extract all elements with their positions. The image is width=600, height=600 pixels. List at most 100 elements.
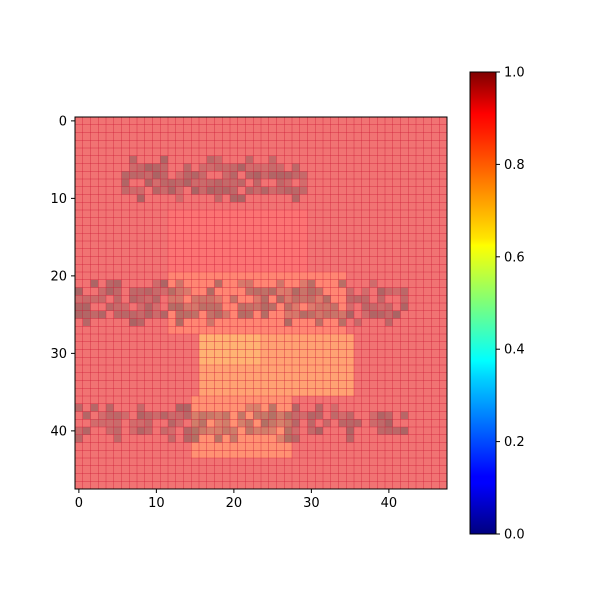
heatmap-cell bbox=[137, 186, 146, 195]
heatmap-cell bbox=[431, 264, 440, 273]
heatmap-cell bbox=[369, 318, 378, 327]
heatmap-cell bbox=[175, 295, 184, 304]
heatmap-cell bbox=[199, 132, 208, 141]
heatmap-cell bbox=[400, 256, 409, 265]
heatmap-cell bbox=[175, 318, 184, 327]
heatmap-cell bbox=[346, 403, 355, 412]
heatmap-cell bbox=[175, 202, 184, 211]
heatmap-cell bbox=[276, 303, 285, 312]
heatmap-cell bbox=[82, 349, 91, 358]
heatmap-cell bbox=[206, 272, 215, 281]
heatmap-cell bbox=[214, 264, 223, 273]
heatmap-cell bbox=[261, 396, 270, 405]
heatmap-cell bbox=[338, 248, 347, 257]
heatmap-cell bbox=[121, 403, 130, 412]
heatmap-cell bbox=[137, 396, 146, 405]
heatmap-cell bbox=[245, 155, 254, 164]
heatmap-cell bbox=[137, 256, 146, 265]
heatmap-cell bbox=[121, 442, 130, 451]
heatmap-cell bbox=[392, 272, 401, 281]
heatmap-cell bbox=[369, 357, 378, 366]
heatmap-cell bbox=[175, 186, 184, 195]
heatmap-cell bbox=[423, 458, 432, 467]
heatmap-cell bbox=[160, 442, 169, 451]
heatmap-cell bbox=[230, 295, 239, 304]
heatmap-cell bbox=[168, 419, 177, 428]
heatmap-cell bbox=[129, 372, 138, 381]
heatmap-cell bbox=[346, 458, 355, 467]
heatmap-cell bbox=[431, 210, 440, 219]
heatmap-cell bbox=[408, 233, 417, 242]
heatmap-cell bbox=[90, 179, 99, 188]
heatmap-cell bbox=[323, 434, 332, 443]
heatmap-cell bbox=[338, 372, 347, 381]
heatmap-cell bbox=[199, 241, 208, 250]
heatmap-cell bbox=[268, 334, 277, 343]
heatmap-cell bbox=[307, 186, 316, 195]
heatmap-cell bbox=[431, 248, 440, 257]
heatmap-cell bbox=[106, 473, 115, 482]
heatmap-cell bbox=[144, 179, 153, 188]
heatmap-cell bbox=[106, 481, 115, 490]
heatmap-cell bbox=[214, 434, 223, 443]
heatmap-cell bbox=[214, 210, 223, 219]
heatmap-cell bbox=[113, 372, 122, 381]
heatmap-cell bbox=[121, 225, 130, 234]
heatmap-cell bbox=[346, 442, 355, 451]
heatmap-cell bbox=[214, 303, 223, 312]
heatmap-cell bbox=[416, 148, 425, 157]
heatmap-cell bbox=[129, 225, 138, 234]
heatmap-cell bbox=[338, 233, 347, 242]
heatmap-cell bbox=[261, 334, 270, 343]
heatmap-cell bbox=[98, 279, 107, 288]
heatmap-cell bbox=[338, 349, 347, 358]
heatmap-cell bbox=[292, 225, 301, 234]
heatmap-cell bbox=[268, 349, 277, 358]
heatmap-cell bbox=[385, 419, 394, 428]
heatmap-cell bbox=[152, 124, 161, 133]
heatmap-cell bbox=[144, 349, 153, 358]
heatmap-cell bbox=[113, 225, 122, 234]
heatmap-cell bbox=[292, 372, 301, 381]
heatmap-cell bbox=[245, 419, 254, 428]
heatmap-cell bbox=[90, 210, 99, 219]
heatmap-cell bbox=[400, 140, 409, 149]
heatmap-cell bbox=[431, 194, 440, 203]
heatmap-cell bbox=[98, 427, 107, 436]
heatmap-cell bbox=[253, 155, 262, 164]
heatmap-cell bbox=[191, 241, 200, 250]
heatmap-cell bbox=[206, 241, 215, 250]
heatmap-cell bbox=[121, 473, 130, 482]
heatmap-cell bbox=[90, 264, 99, 273]
heatmap-cell bbox=[416, 210, 425, 219]
heatmap-cell bbox=[106, 233, 115, 242]
heatmap-cell bbox=[284, 465, 293, 474]
heatmap-cell bbox=[214, 419, 223, 428]
heatmap-cell bbox=[369, 458, 378, 467]
heatmap-cell bbox=[121, 465, 130, 474]
heatmap-cell bbox=[408, 124, 417, 133]
heatmap-cell bbox=[168, 155, 177, 164]
heatmap-cell bbox=[90, 458, 99, 467]
heatmap-cell bbox=[183, 186, 192, 195]
heatmap-cell bbox=[268, 202, 277, 211]
heatmap-cell bbox=[323, 256, 332, 265]
heatmap-cell bbox=[400, 163, 409, 172]
heatmap-cell bbox=[439, 411, 448, 420]
heatmap-cell bbox=[144, 380, 153, 389]
heatmap-cell bbox=[237, 396, 246, 405]
heatmap-cell bbox=[75, 233, 84, 242]
heatmap-cell bbox=[261, 403, 270, 412]
heatmap-cell bbox=[268, 310, 277, 319]
heatmap-cell bbox=[292, 458, 301, 467]
heatmap-cell bbox=[106, 163, 115, 172]
y-tick-label: 0 bbox=[59, 114, 67, 129]
heatmap-cell bbox=[439, 163, 448, 172]
heatmap-cell bbox=[206, 295, 215, 304]
heatmap-cell bbox=[98, 349, 107, 358]
heatmap-cell bbox=[121, 349, 130, 358]
heatmap-cell bbox=[82, 194, 91, 203]
heatmap-cell bbox=[307, 217, 316, 226]
heatmap-cell bbox=[439, 217, 448, 226]
